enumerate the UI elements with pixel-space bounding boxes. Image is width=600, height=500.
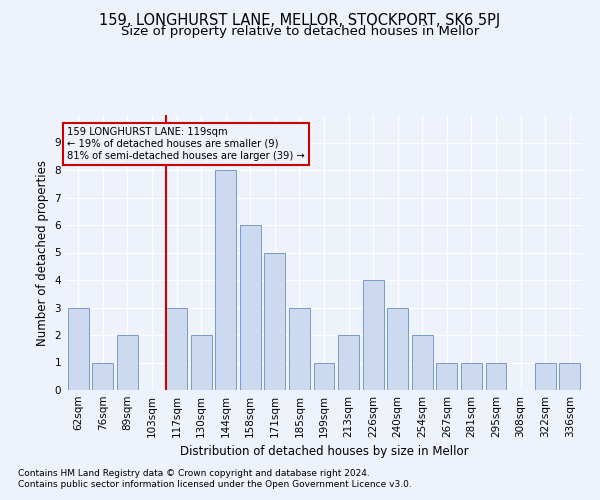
Bar — [485, 362, 506, 390]
Bar — [117, 335, 138, 390]
Bar — [362, 280, 383, 390]
Bar — [535, 362, 556, 390]
X-axis label: Distribution of detached houses by size in Mellor: Distribution of detached houses by size … — [179, 446, 469, 458]
Bar — [265, 252, 286, 390]
Bar — [314, 362, 334, 390]
Text: Contains public sector information licensed under the Open Government Licence v3: Contains public sector information licen… — [18, 480, 412, 489]
Bar — [92, 362, 113, 390]
Bar — [559, 362, 580, 390]
Text: Contains HM Land Registry data © Crown copyright and database right 2024.: Contains HM Land Registry data © Crown c… — [18, 469, 370, 478]
Text: 159 LONGHURST LANE: 119sqm
← 19% of detached houses are smaller (9)
81% of semi-: 159 LONGHURST LANE: 119sqm ← 19% of deta… — [67, 128, 305, 160]
Y-axis label: Number of detached properties: Number of detached properties — [36, 160, 49, 346]
Bar — [166, 308, 187, 390]
Bar — [338, 335, 359, 390]
Bar — [412, 335, 433, 390]
Bar — [68, 308, 89, 390]
Bar — [387, 308, 408, 390]
Bar — [191, 335, 212, 390]
Bar — [436, 362, 457, 390]
Bar — [289, 308, 310, 390]
Text: Size of property relative to detached houses in Mellor: Size of property relative to detached ho… — [121, 25, 479, 38]
Bar — [461, 362, 482, 390]
Bar — [240, 225, 261, 390]
Bar — [215, 170, 236, 390]
Text: 159, LONGHURST LANE, MELLOR, STOCKPORT, SK6 5PJ: 159, LONGHURST LANE, MELLOR, STOCKPORT, … — [100, 12, 500, 28]
